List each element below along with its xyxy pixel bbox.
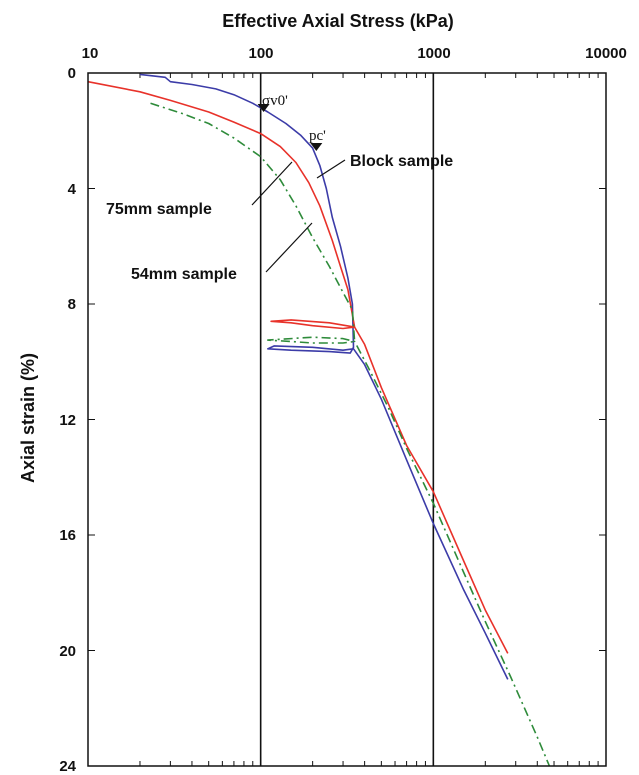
series-line-54mm-sample (150, 102, 551, 767)
pc-label: pc' (309, 128, 326, 144)
mm54-sample-label: 54mm sample (131, 266, 237, 283)
x-tick-label-10000: 10000 (585, 45, 627, 62)
y-tick-label-0: 0 (68, 65, 76, 82)
x-axis-title: Effective Axial Stress (kPa) (222, 11, 453, 31)
plot-frame (87, 72, 607, 767)
pc-marker (310, 142, 323, 151)
series-line-75mm-sample (87, 80, 509, 654)
series-line-block-sample (139, 73, 509, 680)
y-tick-label-4: 4 (68, 181, 77, 198)
y-tick-label-16: 16 (59, 527, 76, 544)
block-sample-label: Block sample (350, 153, 453, 170)
x-tick-label-10: 10 (82, 45, 99, 62)
mm54-sample-leader (265, 222, 313, 273)
data-series (87, 73, 551, 767)
block-sample-leader (316, 159, 346, 179)
y-tick-label-12: 12 (59, 412, 76, 429)
x-tick-label-100: 100 (248, 45, 273, 62)
x-tick-label-1000: 1000 (417, 45, 450, 62)
x-tick-labels: 10 100 1000 10000 (82, 45, 627, 62)
axis-ticks (87, 72, 606, 767)
annotation-markers (257, 103, 323, 151)
mm75-sample-leader (251, 161, 293, 206)
sigma-v0-marker (257, 103, 270, 112)
y-axis-title: Axial strain (%) (18, 353, 38, 483)
annotations: σv0' pc' Block sample 75mm sample 54mm s… (106, 93, 453, 283)
sigma-v0-label: σv0' (262, 93, 288, 109)
y-tick-labels: 0 4 8 12 16 20 24 (59, 65, 76, 775)
mm75-sample-label: 75mm sample (106, 201, 212, 218)
y-tick-label-20: 20 (59, 643, 76, 660)
reference-lines (259, 73, 435, 766)
y-tick-label-8: 8 (68, 296, 76, 313)
y-tick-label-24: 24 (59, 758, 76, 775)
